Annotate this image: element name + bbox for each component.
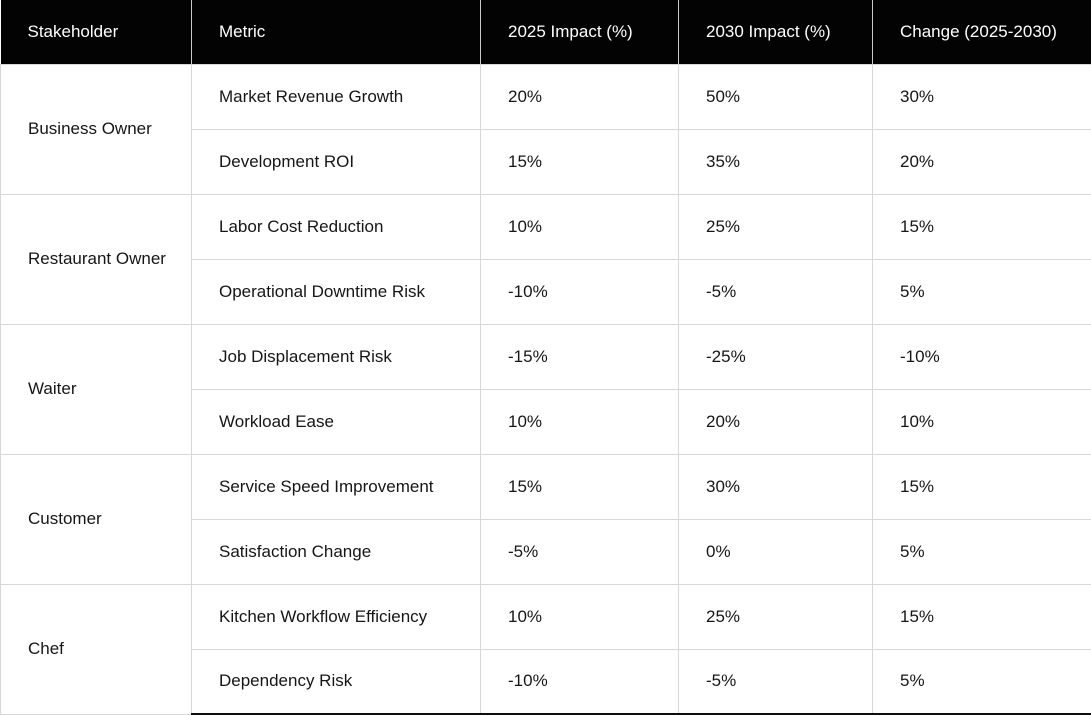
value-cell: 15% [872, 453, 1091, 520]
metric-cell: Workload Ease [191, 388, 481, 455]
value-cell: 25% [678, 193, 873, 260]
table-row: Waiter Job Displacement Risk -15% -25% -… [0, 323, 1091, 455]
stakeholder-cell-restaurant-owner: Restaurant Owner [0, 193, 192, 325]
value-cell: 15% [480, 128, 679, 195]
header-cell-2025-impact: 2025 Impact (%) [480, 0, 679, 65]
header-cell-2030-impact: 2030 Impact (%) [678, 0, 873, 65]
value-cell: -10% [480, 648, 679, 715]
value-cell: 50% [678, 63, 873, 130]
table-row: Customer Service Speed Improvement 15% 3… [0, 453, 1091, 585]
metric-cell: Dependency Risk [191, 648, 481, 715]
value-cell: -10% [480, 258, 679, 325]
value-cell: -5% [480, 518, 679, 585]
value-cell: 30% [872, 63, 1091, 130]
value-cell: 35% [678, 128, 873, 195]
value-cell: 30% [678, 453, 873, 520]
value-cell: -5% [678, 258, 873, 325]
table-row: Chef Kitchen Workflow Efficiency 10% 25%… [0, 583, 1091, 715]
value-cell: 10% [872, 388, 1091, 455]
stakeholder-cell-chef: Chef [0, 583, 192, 715]
metric-cell: Development ROI [191, 128, 481, 195]
metric-cell: Job Displacement Risk [191, 323, 481, 390]
value-cell: 20% [872, 128, 1091, 195]
stakeholder-cell-customer: Customer [0, 453, 192, 585]
value-cell: -15% [480, 323, 679, 390]
value-cell: 20% [480, 63, 679, 130]
value-cell: 0% [678, 518, 873, 585]
header-cell-change: Change (2025-2030) [872, 0, 1091, 65]
value-cell: -25% [678, 323, 873, 390]
table-row: Workload Ease 10% 20% 10% [1, 388, 1091, 455]
table-row: Operational Downtime Risk -10% -5% 5% [1, 258, 1091, 325]
metric-cell: Service Speed Improvement [191, 453, 481, 520]
stakeholder-cell-business-owner: Business Owner [0, 63, 192, 195]
stakeholder-cell-waiter: Waiter [0, 323, 192, 455]
value-cell: 5% [872, 648, 1091, 715]
table-body: Business Owner Market Revenue Growth 20%… [0, 63, 1091, 715]
metric-cell: Kitchen Workflow Efficiency [191, 583, 481, 650]
value-cell: 10% [480, 193, 679, 260]
table-row: Restaurant Owner Labor Cost Reduction 10… [0, 193, 1091, 325]
metric-cell: Operational Downtime Risk [191, 258, 481, 325]
value-cell: 15% [480, 453, 679, 520]
header-cell-stakeholder: Stakeholder [0, 0, 192, 65]
table-row: Development ROI 15% 35% 20% [1, 128, 1091, 195]
table-row: Satisfaction Change -5% 0% 5% [1, 518, 1091, 585]
value-cell: 15% [872, 583, 1091, 650]
value-cell: -5% [678, 648, 873, 715]
value-cell: 5% [872, 258, 1091, 325]
metric-cell: Satisfaction Change [191, 518, 481, 585]
header-cell-metric: Metric [191, 0, 481, 65]
value-cell: -10% [872, 323, 1091, 390]
value-cell: 20% [678, 388, 873, 455]
value-cell: 5% [872, 518, 1091, 585]
metric-cell: Market Revenue Growth [191, 63, 481, 130]
value-cell: 10% [480, 583, 679, 650]
table-header: Stakeholder Metric 2025 Impact (%) 2030 … [0, 0, 1091, 65]
table-row: Dependency Risk -10% -5% 5% [1, 648, 1091, 715]
metric-cell: Labor Cost Reduction [191, 193, 481, 260]
header-row: Stakeholder Metric 2025 Impact (%) 2030 … [0, 0, 1091, 65]
value-cell: 10% [480, 388, 679, 455]
table-row: Business Owner Market Revenue Growth 20%… [0, 63, 1091, 195]
value-cell: 25% [678, 583, 873, 650]
value-cell: 15% [872, 193, 1091, 260]
